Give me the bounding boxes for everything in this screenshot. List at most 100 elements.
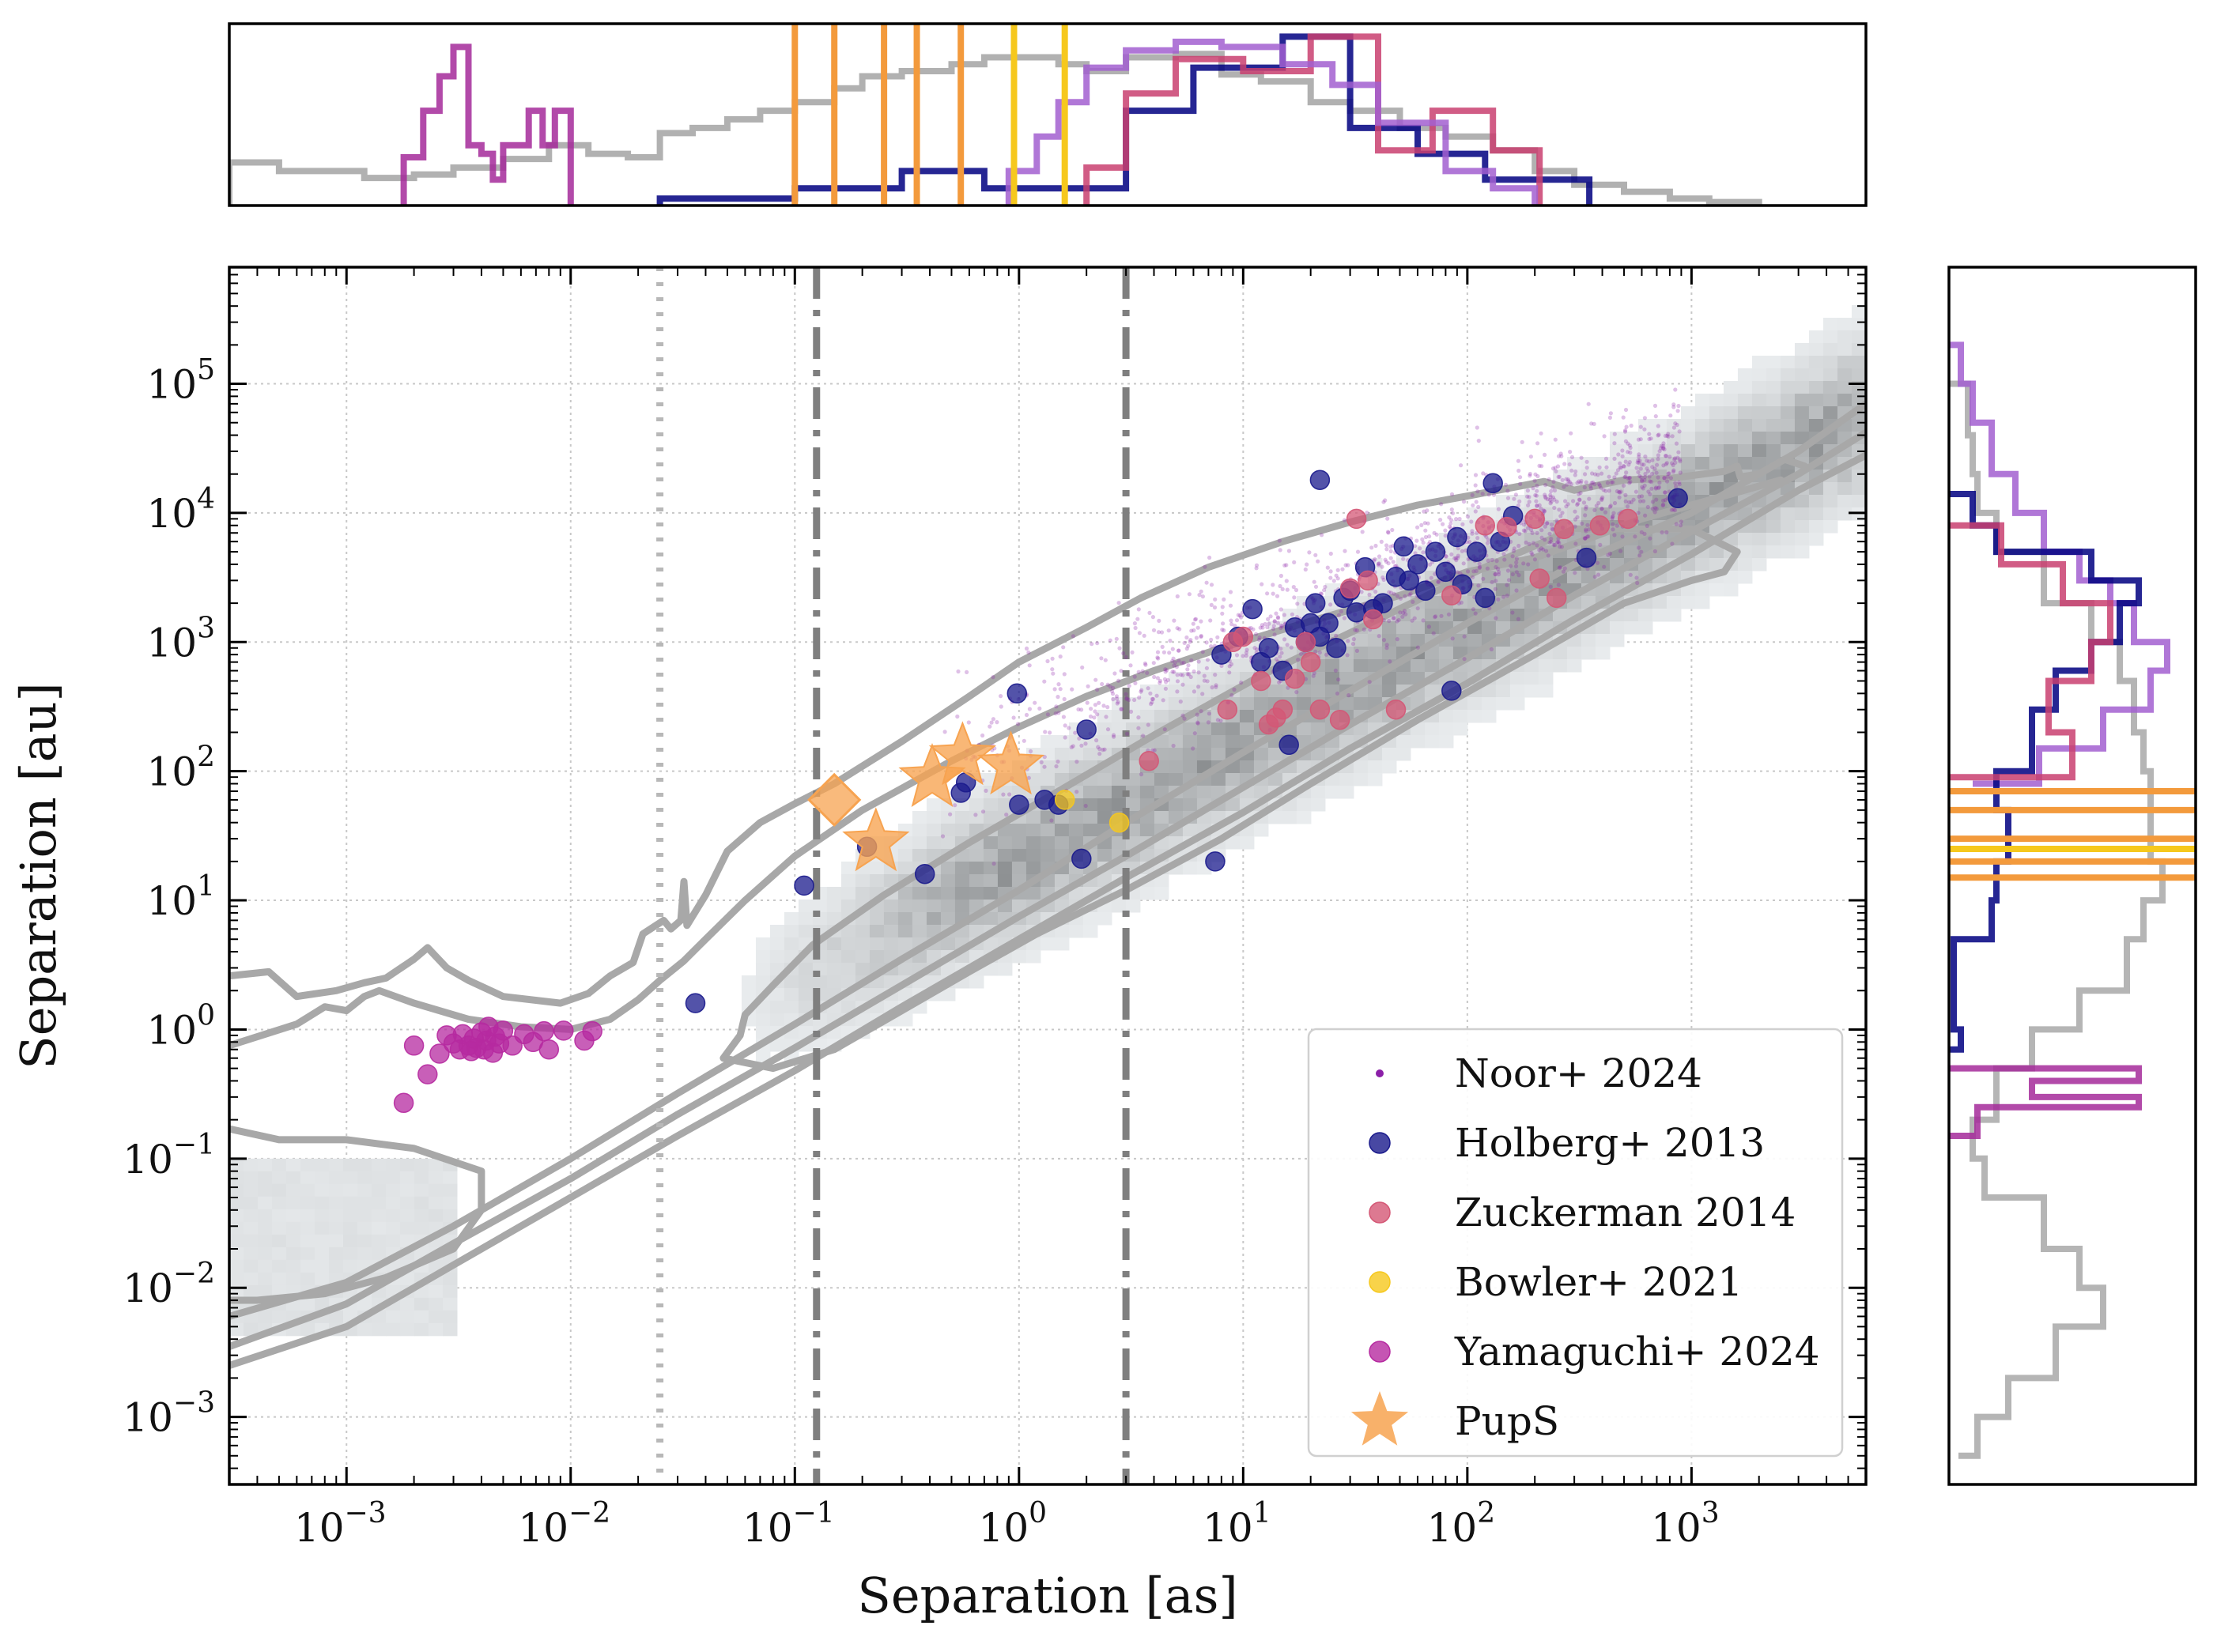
noor-point [1530, 553, 1535, 557]
x-tick-label: 100 [979, 1497, 1048, 1551]
density-cell [1239, 697, 1255, 711]
density-cell [1709, 545, 1724, 559]
noor-point [1367, 592, 1372, 597]
noor-point [1577, 497, 1582, 502]
density-cell [897, 849, 913, 862]
density-cell [1054, 824, 1070, 837]
noor-point [1642, 477, 1647, 483]
noor-point [1056, 759, 1060, 764]
density-cell [1225, 659, 1241, 673]
noor-point [1661, 443, 1666, 448]
density-cell [1097, 798, 1112, 812]
zuckerman-2014-point [1618, 508, 1638, 530]
noor-point [1284, 563, 1289, 568]
density-cell [1139, 710, 1155, 723]
density-cell [1168, 735, 1184, 749]
noor-point [1663, 498, 1667, 503]
noor-point [1257, 635, 1262, 640]
noor-point [1186, 672, 1192, 677]
density-cell [229, 1272, 244, 1286]
noor-point [1640, 485, 1645, 489]
density-cell [983, 937, 999, 951]
noor-point [1665, 474, 1670, 479]
noor-point [1627, 475, 1633, 481]
noor-point [1589, 481, 1594, 485]
noor-point [1180, 673, 1185, 677]
noor-point [1191, 621, 1195, 626]
density-cell [1737, 533, 1753, 546]
noor-point [1580, 521, 1584, 526]
noor-point [1278, 623, 1283, 628]
noor-point [1668, 413, 1673, 418]
noor-point [1563, 499, 1568, 504]
noor-point [1433, 614, 1438, 619]
density-cell [1182, 685, 1198, 698]
right-histogram-series-3 [1949, 522, 2113, 781]
noor-point [1412, 616, 1417, 620]
density-cell [769, 950, 785, 964]
noor-point [1116, 678, 1121, 683]
noor-point [1162, 677, 1167, 681]
noor-point [1112, 734, 1116, 739]
density-cell [1196, 672, 1212, 685]
density-cell [897, 912, 913, 926]
noor-point [1664, 479, 1670, 484]
noor-point [1093, 703, 1097, 707]
noor-point [1275, 620, 1280, 625]
density-cell [443, 1322, 458, 1337]
noor-point [1097, 752, 1102, 756]
density-cell [1025, 811, 1041, 824]
density-cell [1637, 432, 1653, 445]
density-cell [357, 1247, 372, 1261]
noor-point [1294, 587, 1299, 593]
noor-point [988, 724, 992, 729]
noor-point [1501, 594, 1506, 599]
noor-point [1289, 645, 1294, 650]
density-cell [1381, 583, 1397, 597]
noor-point [1221, 621, 1226, 626]
noor-point [1609, 480, 1614, 485]
noor-point [1294, 690, 1299, 695]
density-cell [1168, 798, 1184, 812]
noor-point [1433, 615, 1437, 620]
density-cell [1068, 925, 1084, 938]
noor-point [1083, 741, 1088, 746]
noor-point [1295, 602, 1300, 606]
density-cell [1865, 381, 1866, 394]
noor-point [1610, 515, 1615, 519]
holberg-2013-point [1576, 547, 1597, 568]
density-cell [1196, 786, 1212, 799]
noor-point [1618, 466, 1623, 470]
noor-point [1365, 511, 1369, 515]
noor-point [1611, 514, 1615, 519]
density-cell [1808, 406, 1824, 420]
noor-point [1277, 538, 1282, 543]
density-cell [329, 1183, 344, 1198]
pups-diamond [807, 772, 862, 828]
noor-point [1599, 506, 1604, 511]
noor-point [1124, 692, 1128, 696]
noor-point [1453, 556, 1458, 561]
density-cell [1865, 305, 1866, 319]
noor-point [1053, 711, 1058, 716]
top-histogram-series-1 [400, 43, 574, 206]
noor-point [1665, 433, 1670, 439]
density-cell [1637, 482, 1653, 496]
density-cell [400, 1221, 415, 1235]
density-cell [315, 1272, 330, 1286]
density-cell [1851, 356, 1866, 369]
density-cell [1623, 432, 1639, 445]
noor-point [1133, 625, 1138, 631]
density-cell [286, 1272, 301, 1286]
noor-point [1333, 668, 1338, 673]
noor-point [1473, 509, 1478, 514]
density-cell [1253, 824, 1269, 837]
noor-point [1331, 579, 1336, 583]
noor-point [1615, 468, 1621, 473]
noor-point [1124, 654, 1128, 660]
noor-point [1328, 602, 1333, 607]
noor-point [1381, 638, 1387, 643]
noor-point [1373, 556, 1377, 562]
density-cell [1310, 722, 1326, 736]
noor-point [1548, 497, 1553, 503]
